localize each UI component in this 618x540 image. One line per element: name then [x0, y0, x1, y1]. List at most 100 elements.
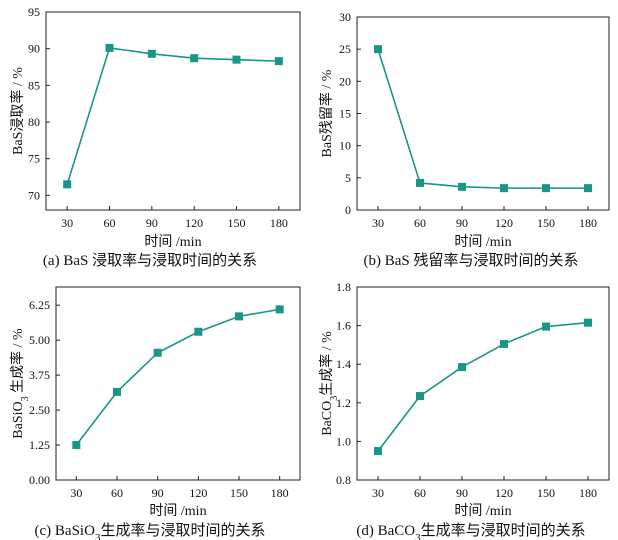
caption-rest: 生成率与浸取时间的关系 — [100, 522, 265, 539]
plot-frame — [55, 286, 301, 481]
data-point — [374, 45, 382, 54]
y-tick-label: 2.50 — [29, 403, 50, 417]
caption-subscript: 3 — [415, 532, 421, 540]
x-tick-label: 60 — [414, 486, 426, 500]
plot-frame — [45, 11, 301, 211]
data-point — [194, 327, 203, 336]
y-tick-label: 85 — [28, 78, 40, 92]
y-tick-label: 3.75 — [29, 368, 50, 382]
x-tick-label: 90 — [152, 486, 164, 500]
series-line — [377, 48, 588, 189]
chart-panel-d: 30 60 90 120 150 180 0.8 1.0 1.2 1.4 1.6 1.8 时间 /min… — [309, 270, 618, 540]
y-axis-label: BaCO3生成率 / % — [318, 331, 340, 436]
caption-subscript: 3 — [95, 532, 101, 540]
caption-main: (d) BaCO — [356, 523, 415, 539]
data-point — [500, 339, 508, 348]
plot-frame — [356, 16, 610, 211]
data-point — [105, 43, 114, 52]
chart-svg: 30 60 90 120 150 180 0.00 1.25 2.50 3.75 5.00 6.25 时… — [9, 286, 301, 540]
chart-panel-c: 30 60 90 120 150 180 0.00 1.25 2.50 3.75 5.00 6.25 时… — [0, 270, 309, 540]
y-tick-label: 0.00 — [29, 473, 50, 487]
x-tick-label: 150 — [537, 486, 555, 500]
figure-caption: (a) BaS 浸取率与浸取时间的关系 — [43, 252, 257, 269]
data-point — [63, 180, 72, 189]
x-tick-label: 60 — [104, 216, 116, 230]
data-point — [275, 305, 284, 314]
data-point — [235, 312, 243, 321]
y-axis-label: BaS浸取率 / % — [9, 67, 26, 155]
figure-caption: (c) BaSiO3生成率与浸取时间的关系 — [35, 522, 266, 540]
data-point — [584, 318, 592, 327]
chart-svg: 30 60 90 120 150 180 0 5 10 15 20 25 30 时间 /min BaS残留率… — [318, 10, 610, 269]
y-tick-label: 1.0 — [336, 434, 351, 448]
caption-rest: 生成率与浸取时间的关系 — [421, 522, 586, 539]
series-line — [377, 321, 589, 452]
x-axis-label: 时间 /min — [454, 503, 511, 519]
x-tick-label: 180 — [579, 216, 597, 230]
y-axis-label-subscript: 3 — [20, 396, 31, 401]
x-tick-label: 30 — [61, 216, 73, 230]
figure-caption: (d) BaCO3生成率与浸取时间的关系 — [356, 522, 585, 540]
y-axis-label-subscript: 3 — [329, 396, 340, 401]
data-point — [274, 57, 283, 66]
y-axis-label-rest: 生成率 / % — [9, 328, 26, 396]
y-tick-label: 80 — [28, 115, 40, 129]
x-tick-label: 60 — [414, 216, 426, 230]
chart-svg: 30 60 90 120 150 180 0.8 1.0 1.2 1.4 1.6 1.8 时间 /min… — [318, 280, 610, 540]
y-tick-label: 15 — [339, 107, 351, 121]
x-tick-label: 150 — [230, 486, 248, 500]
y-tick-label: 1.2 — [336, 396, 351, 410]
x-tick-label: 180 — [270, 216, 288, 230]
x-tick-label: 120 — [185, 216, 203, 230]
y-tick-label: 75 — [28, 152, 40, 166]
figure-caption: (b) BaS 残留率与浸取时间的关系 — [364, 252, 579, 269]
chart-panel-a: 30 60 90 120 150 180 70 75 80 85 90 95 时间 /min BaS浸取率… — [0, 0, 309, 270]
y-tick-label: 20 — [339, 74, 351, 88]
y-tick-label: 6.25 — [29, 298, 50, 312]
data-point — [542, 184, 550, 193]
x-axis-label: 时间 /min — [149, 503, 206, 519]
chart-panel-b: 30 60 90 120 150 180 0 5 10 15 20 25 30 时间 /min BaS残留率… — [309, 0, 618, 270]
y-axis-label-main: BaCO — [320, 401, 335, 436]
y-tick-label: 5.00 — [29, 333, 50, 347]
data-point — [542, 322, 550, 331]
x-tick-label: 30 — [70, 486, 82, 500]
x-tick-label: 60 — [111, 486, 123, 500]
x-tick-label: 90 — [146, 216, 158, 230]
x-tick-label: 150 — [537, 216, 555, 230]
x-tick-label: 90 — [456, 216, 468, 230]
data-point — [153, 348, 162, 357]
y-tick-label: 90 — [28, 42, 40, 56]
data-point — [190, 54, 199, 63]
data-point — [458, 182, 466, 191]
data-point — [113, 387, 121, 396]
y-tick-label: 0 — [345, 203, 351, 217]
x-tick-label: 30 — [372, 216, 384, 230]
data-point — [458, 363, 466, 372]
x-tick-label: 120 — [495, 486, 513, 500]
series-line — [75, 308, 280, 446]
y-tick-label: 30 — [339, 10, 351, 24]
x-tick-label: 120 — [495, 216, 513, 230]
plot-frame — [356, 286, 610, 481]
y-tick-label: 1.4 — [336, 357, 351, 371]
data-point — [416, 392, 424, 401]
data-point — [72, 441, 81, 450]
y-axis-label: BaS残留率 / % — [318, 69, 335, 157]
data-point — [416, 178, 424, 187]
chart-svg: 30 60 90 120 150 180 70 75 80 85 90 95 时间 /min BaS浸取率… — [9, 5, 301, 269]
series-line — [66, 47, 279, 185]
y-axis-label: BaSiO3 生成率 / % — [9, 328, 31, 439]
y-tick-label: 70 — [28, 188, 40, 202]
data-point — [232, 55, 241, 64]
y-tick-label: 1.8 — [336, 280, 351, 294]
data-point — [584, 184, 592, 193]
x-tick-label: 90 — [456, 486, 468, 500]
y-tick-label: 5 — [345, 171, 351, 185]
data-point — [500, 184, 508, 193]
y-tick-label: 95 — [28, 5, 40, 19]
x-tick-label: 120 — [189, 486, 207, 500]
x-tick-label: 30 — [372, 486, 384, 500]
x-axis-label: 时间 /min — [454, 234, 511, 250]
data-point — [374, 447, 382, 456]
